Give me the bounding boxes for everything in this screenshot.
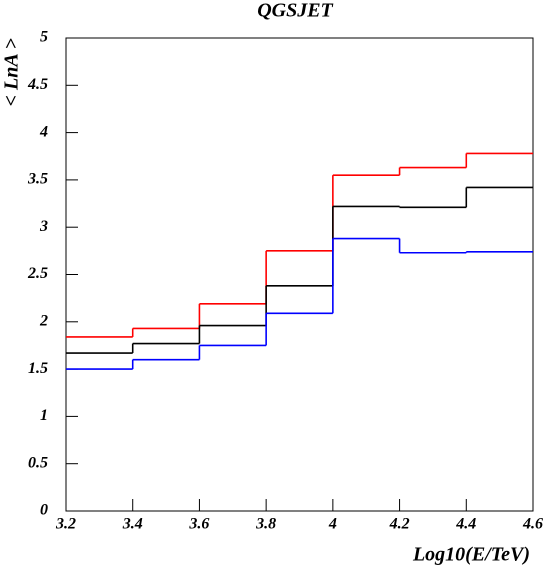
x-tick-label: 3.2 <box>55 516 76 533</box>
y-tick-label: 1.5 <box>28 360 48 377</box>
y-axis-label: < LnA > <box>1 38 23 106</box>
x-tick-label: 3.6 <box>188 516 209 533</box>
x-tick-label: 3.4 <box>122 516 143 533</box>
x-tick-label: 4.6 <box>522 516 543 533</box>
y-tick-label: 4 <box>39 123 48 140</box>
y-tick-label: 3.5 <box>27 171 48 188</box>
y-tick-label: 0.5 <box>28 454 48 471</box>
x-tick-label: 4.2 <box>389 516 410 533</box>
x-tick-label: 4 <box>328 516 337 533</box>
x-tick-label: 4.4 <box>455 516 476 533</box>
y-tick-label: 1 <box>40 407 48 424</box>
y-tick-label: 2 <box>39 312 48 329</box>
plot-frame <box>65 37 534 512</box>
y-tick-label: 5 <box>40 29 48 46</box>
y-tick-label: 0 <box>40 502 48 519</box>
y-tick-label: 2.5 <box>27 265 48 282</box>
x-axis-label: Log10(E/TeV) <box>412 544 530 566</box>
chart-title: QGSJET <box>257 0 333 22</box>
y-tick-label: 4.5 <box>27 76 48 93</box>
y-tick-label: 3 <box>39 218 48 235</box>
x-tick-label: 3.8 <box>255 516 276 533</box>
